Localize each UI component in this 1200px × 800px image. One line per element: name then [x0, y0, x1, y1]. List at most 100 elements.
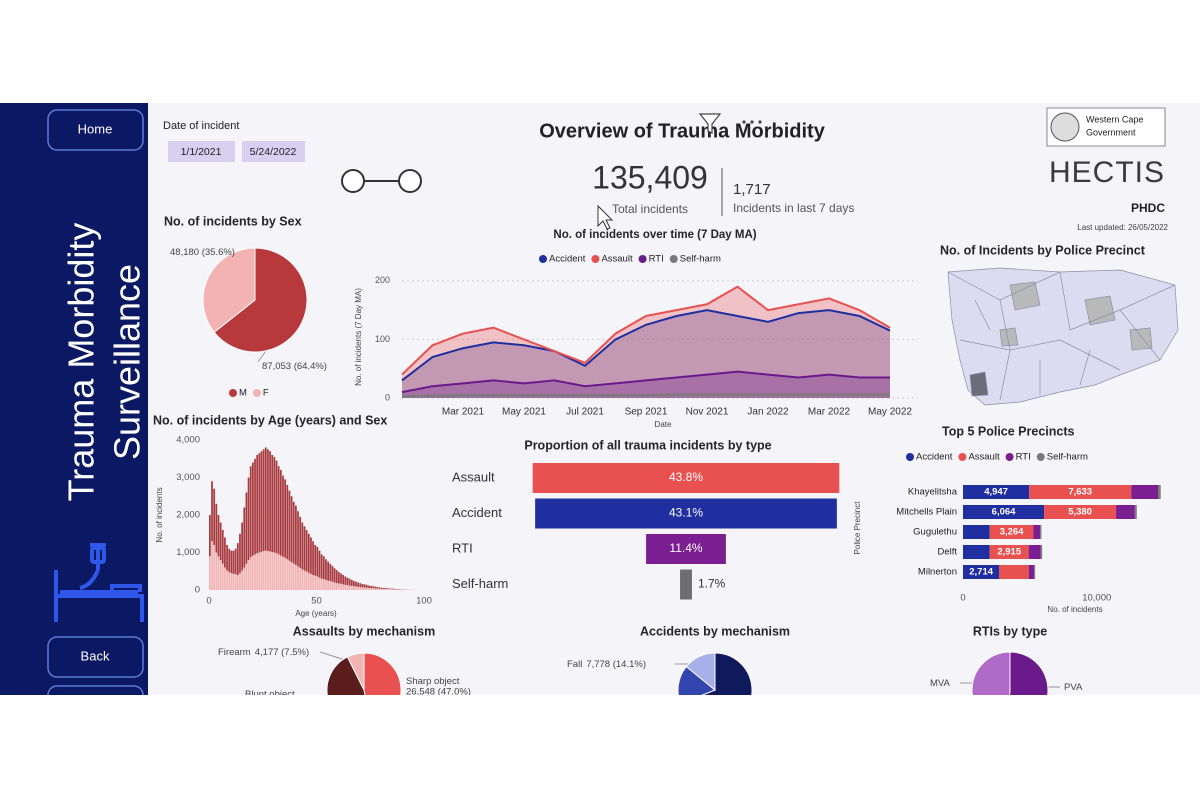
histogram-bar [307, 533, 310, 573]
legend-marker [1005, 453, 1014, 461]
logo-gov: Government [1086, 127, 1136, 137]
bar-value-label: 43.8% [669, 470, 703, 484]
histogram-bar [247, 477, 250, 560]
histogram-bar [209, 556, 211, 590]
histogram-bar [228, 572, 231, 590]
histogram-bar [344, 576, 347, 585]
histogram-bar [290, 496, 293, 563]
bar-value-label: 3,264 [1000, 527, 1024, 538]
bar-segment [1040, 525, 1042, 539]
histogram-bar [271, 455, 274, 553]
legend-label: Accident [916, 452, 953, 463]
date-slider[interactable] [341, 169, 422, 193]
histogram-bar [374, 586, 377, 589]
histogram-bar [230, 550, 233, 574]
histogram-bar [292, 501, 295, 564]
date-start-box[interactable] [168, 141, 235, 162]
visual-header-icons[interactable] [698, 113, 762, 134]
histogram-bar [305, 530, 308, 572]
histogram-bar [217, 515, 220, 557]
legend-marker [1036, 453, 1045, 461]
histogram-bar [226, 545, 228, 571]
histogram-bar [262, 551, 265, 590]
pie-label: 48,180 (35.6%) [170, 247, 235, 258]
date-start[interactable]: 1/1/2021 [181, 146, 222, 158]
histogram-bar [372, 588, 375, 590]
pie-category: Blunt object [245, 689, 295, 700]
histogram-bar [391, 589, 394, 590]
bed-icon [54, 543, 144, 622]
histogram-bar [258, 453, 261, 553]
histogram-bar [338, 583, 340, 590]
legend-marker [906, 453, 914, 461]
histogram-bar [305, 571, 308, 590]
histogram-bar [264, 447, 267, 551]
legend-label: RTI [649, 254, 664, 265]
histogram-bar [219, 560, 222, 590]
histogram-bar [368, 585, 370, 588]
histogram-bar [365, 584, 368, 588]
histogram-bar [243, 507, 246, 568]
bar-value-label: 43.1% [669, 506, 703, 520]
y-axis-label: Police Precinct [853, 501, 862, 555]
histogram-bar [295, 564, 297, 590]
histogram-bar [241, 570, 243, 590]
bar-segment [989, 545, 1029, 559]
histogram-bar [312, 575, 314, 590]
histogram-bar [329, 581, 332, 590]
histogram-bar [273, 456, 276, 553]
histogram-bar [353, 586, 355, 590]
histogram-bar [260, 551, 263, 590]
y-tick-label: Mitchells Plain [896, 507, 957, 518]
last-updated: Last updated: 26/05/2022 [1077, 223, 1168, 232]
pie-label: Sharp object [406, 676, 460, 687]
category-label: RTI [452, 540, 473, 555]
histogram-bar [221, 530, 224, 564]
nav-button[interactable] [47, 685, 144, 726]
histogram-bar [252, 555, 254, 590]
chart-title: Top 5 Police Precincts [942, 424, 1075, 438]
histogram-bar [301, 522, 304, 570]
pie-label: Blunt object [245, 689, 295, 700]
back-label[interactable]: Back [81, 648, 110, 663]
pie-category: PVA [1064, 682, 1083, 693]
y-tick-label: 1,000 [176, 547, 200, 558]
histogram-bar [316, 576, 319, 590]
histogram-bar [385, 588, 388, 590]
y-tick-label: 3,000 [176, 472, 200, 483]
bar-segment [963, 485, 1030, 499]
home-label[interactable]: Home [78, 121, 113, 136]
histogram-bar [213, 488, 216, 545]
histogram-bar [348, 585, 351, 590]
kpi-total: 135,409 [592, 159, 708, 195]
legend-label: RTI [1016, 452, 1031, 463]
logo-emblem [1050, 112, 1080, 142]
chart-title: No. of incidents by Age (years) and Sex [153, 413, 387, 427]
pie-label: Firearm 4,177 (7.5%) [218, 647, 309, 658]
pie-label: Fall 7,778 (14.1%) [567, 659, 646, 670]
date-end-box[interactable] [242, 141, 305, 162]
histogram-bar [273, 552, 276, 590]
home-button[interactable] [47, 109, 144, 151]
bar-segment [1131, 485, 1159, 499]
date-end[interactable]: 5/24/2022 [250, 146, 297, 158]
pie-slice [346, 652, 365, 691]
pie-category: MVA [930, 678, 951, 689]
category-label: Assault [452, 469, 495, 484]
bar-segment [1040, 545, 1043, 559]
histogram-bar [247, 560, 250, 590]
histogram-bar [361, 584, 364, 588]
histogram-bar [385, 589, 388, 590]
pie-slice [971, 651, 1011, 695]
histogram-bar [372, 586, 375, 589]
bar-segment [1028, 545, 1041, 559]
histogram-bar [254, 458, 256, 555]
histogram-bar [383, 588, 385, 590]
histogram-bar [363, 587, 366, 590]
series-area [402, 371, 890, 398]
pie-category: Firearm [218, 647, 251, 658]
x-tick-label: Mar 2022 [808, 407, 851, 418]
y-tick-label: 2,000 [176, 510, 200, 521]
x-axis-label: No. of incidents [1047, 605, 1102, 614]
back-button[interactable] [47, 636, 144, 678]
